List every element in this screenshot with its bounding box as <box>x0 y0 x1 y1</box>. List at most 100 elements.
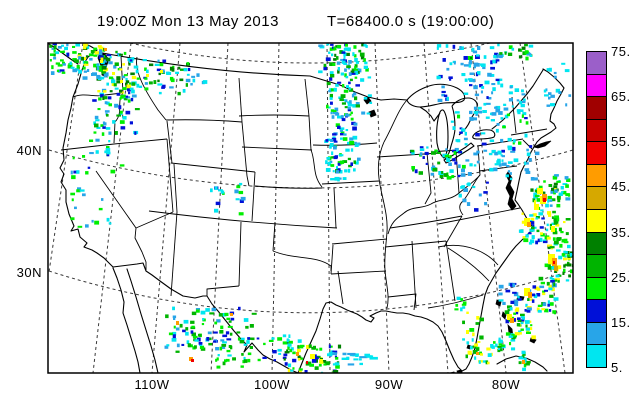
precip-pixel <box>526 152 531 157</box>
lon-label-100w: 100W <box>254 377 290 392</box>
precip-pixel <box>161 84 166 88</box>
precip-pixel <box>304 370 308 373</box>
precip-pixel <box>567 261 570 265</box>
precip-pixel <box>562 271 565 275</box>
precip-pixel <box>87 166 91 169</box>
precip-pixel <box>556 237 561 241</box>
precip-pixel <box>504 114 509 119</box>
precip-pixel <box>239 182 243 186</box>
precip-pixel <box>566 254 570 257</box>
precip-pixel <box>341 118 346 122</box>
precip-pixel <box>466 202 471 206</box>
precip-pixel <box>57 69 61 73</box>
precip-pixel <box>51 65 54 70</box>
precip-pixel <box>460 298 463 302</box>
precip-pixel <box>325 160 328 165</box>
precip-pixel <box>334 53 337 57</box>
precip-pixel <box>443 94 448 98</box>
precip-pixel <box>273 359 276 362</box>
precip-pixel <box>533 192 537 196</box>
precip-pixel <box>131 75 137 80</box>
precip-pixel <box>100 57 104 62</box>
precip-pixel <box>437 98 443 103</box>
precip-pixel <box>298 368 303 371</box>
precip-pixel <box>480 63 486 67</box>
precip-pixel <box>158 91 162 95</box>
precip-pixel <box>547 195 552 199</box>
colorbar-label-75: 75. <box>611 44 631 59</box>
precip-pixel <box>534 200 536 205</box>
precip-pixel <box>543 89 547 93</box>
precip-pixel <box>497 151 502 155</box>
precip-pixel <box>520 328 524 331</box>
precip-pixel <box>62 61 65 64</box>
precip-pixel <box>185 331 189 336</box>
precip-pixel <box>513 301 518 305</box>
precip-pixel <box>517 317 521 320</box>
colorbar-cell-lb <box>586 321 607 346</box>
precip-pixel <box>568 194 571 197</box>
precip-pixel <box>548 213 552 217</box>
precip-pixel <box>335 83 339 87</box>
precip-pixel <box>331 151 334 155</box>
precip-pixel <box>521 316 525 320</box>
gridline-80w <box>470 43 507 373</box>
precip-pixel <box>329 93 333 98</box>
precip-pixel <box>459 131 463 134</box>
precip-pixel <box>159 62 164 67</box>
precip-pixel <box>97 45 102 48</box>
precip-pixel <box>511 336 516 340</box>
precip-pixel <box>554 215 559 219</box>
precip-pixel <box>499 52 503 55</box>
precip-pixel <box>190 330 194 334</box>
precip-pixel <box>71 198 74 202</box>
precip-pixel <box>510 300 515 304</box>
precip-pixel <box>247 352 252 356</box>
precip-pixel <box>112 120 116 124</box>
precip-pixel <box>329 88 333 91</box>
precip-pixel <box>83 63 89 66</box>
precip-pixel <box>495 105 501 110</box>
precip-pixel <box>179 78 184 82</box>
precip-pixel <box>186 73 190 76</box>
precip-pixel <box>473 106 478 110</box>
precip-pixel <box>476 71 481 75</box>
precip-pixel <box>439 174 444 179</box>
precip-pixel <box>514 308 519 312</box>
precip-pixel <box>353 160 356 164</box>
precip-pixel <box>558 192 563 196</box>
precip-pixel <box>256 337 260 340</box>
precip-pixel <box>549 276 553 280</box>
precip-pixel <box>347 106 351 110</box>
precip-pixel <box>216 319 221 323</box>
precip-pixel <box>345 75 349 79</box>
precip-pixel <box>509 177 513 181</box>
precip-pixel <box>474 343 478 347</box>
precip-pixel <box>359 362 363 366</box>
precip-pixel <box>77 187 82 192</box>
precip-pixel <box>329 77 333 81</box>
precip-pixel <box>222 341 227 344</box>
precip-pixel <box>525 121 529 125</box>
precip-pixel <box>532 198 536 203</box>
precip-pixel <box>73 170 77 174</box>
precip-pixel <box>462 320 465 325</box>
precip-pixel <box>519 100 523 105</box>
precip-pixel <box>72 45 76 48</box>
precip-pixel <box>352 126 357 131</box>
precip-pixel <box>76 170 80 174</box>
lake-ontario <box>472 129 496 140</box>
precip-pixel <box>333 112 339 115</box>
precip-pixel <box>454 147 459 152</box>
long-island <box>532 140 552 149</box>
precip-pixel <box>365 67 369 72</box>
precip-pixel <box>489 74 495 77</box>
precip-pixel <box>472 117 477 121</box>
precip-pixel <box>469 110 473 115</box>
precip-pixel <box>69 61 72 65</box>
precip-pixel <box>153 80 157 84</box>
precip-pixel <box>469 163 473 167</box>
precip-pixel <box>497 43 500 47</box>
precip-pixel <box>351 93 355 98</box>
precip-pixel <box>171 338 177 342</box>
